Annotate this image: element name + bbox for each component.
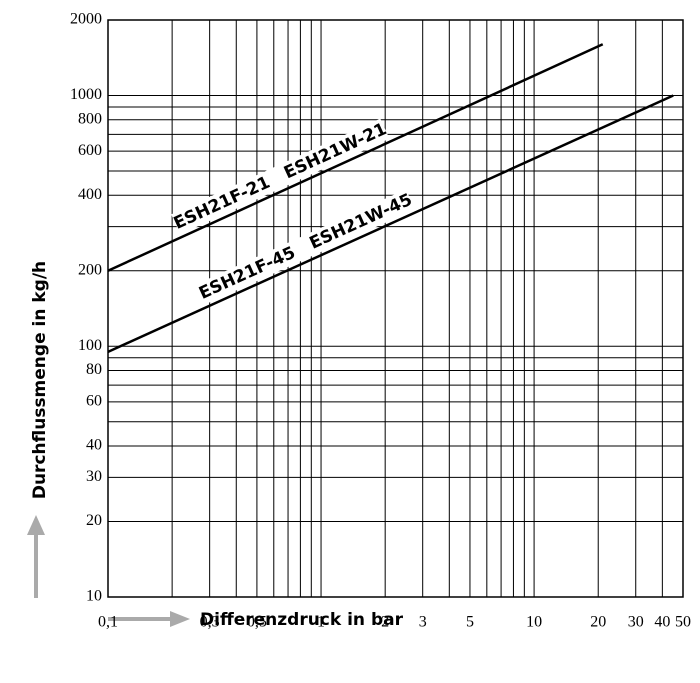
x-tick-label: 0,5 — [247, 614, 267, 631]
x-arrow — [108, 611, 190, 627]
x-axis-label: Differenzdruck in bar — [200, 610, 404, 630]
y-tick-label: 20 — [86, 512, 102, 529]
x-tick-label: 3 — [419, 614, 427, 631]
y-tick-label: 40 — [86, 437, 102, 454]
x-tick-label: 50 — [675, 614, 691, 631]
x-tick-label: 5 — [466, 614, 474, 631]
x-tick-label: 1 — [317, 614, 325, 631]
x-tick-label: 0,3 — [200, 614, 220, 631]
label-bg — [171, 118, 390, 235]
x-tick-label: 30 — [628, 614, 644, 631]
series-line — [107, 43, 604, 272]
series-line — [107, 94, 674, 353]
y-tick-label: 100 — [78, 337, 102, 354]
y-tick-label: 800 — [78, 110, 102, 127]
x-tick-label: 2 — [381, 614, 389, 631]
y-tick-label: 200 — [78, 261, 102, 278]
y-tick-label: 10 — [86, 588, 102, 605]
plot-frame — [107, 19, 684, 598]
y-tick-label: 2000 — [70, 11, 102, 28]
y-arrow — [27, 515, 45, 598]
y-tick-label: 600 — [78, 142, 102, 159]
y-tick-label: 1000 — [70, 86, 102, 103]
y-tick-label: 400 — [78, 186, 102, 203]
label-bg — [196, 189, 415, 305]
y-tick-label: 30 — [86, 468, 102, 485]
x-tick-label: 0,1 — [98, 614, 118, 631]
y-axis-label: Durchflussmenge in kg/h — [30, 261, 50, 499]
x-tick-label: 40 — [654, 614, 670, 631]
x-tick-label: 20 — [590, 614, 606, 631]
x-tick-label: 10 — [526, 614, 542, 631]
y-tick-label: 80 — [86, 361, 102, 378]
y-tick-label: 60 — [86, 393, 102, 410]
